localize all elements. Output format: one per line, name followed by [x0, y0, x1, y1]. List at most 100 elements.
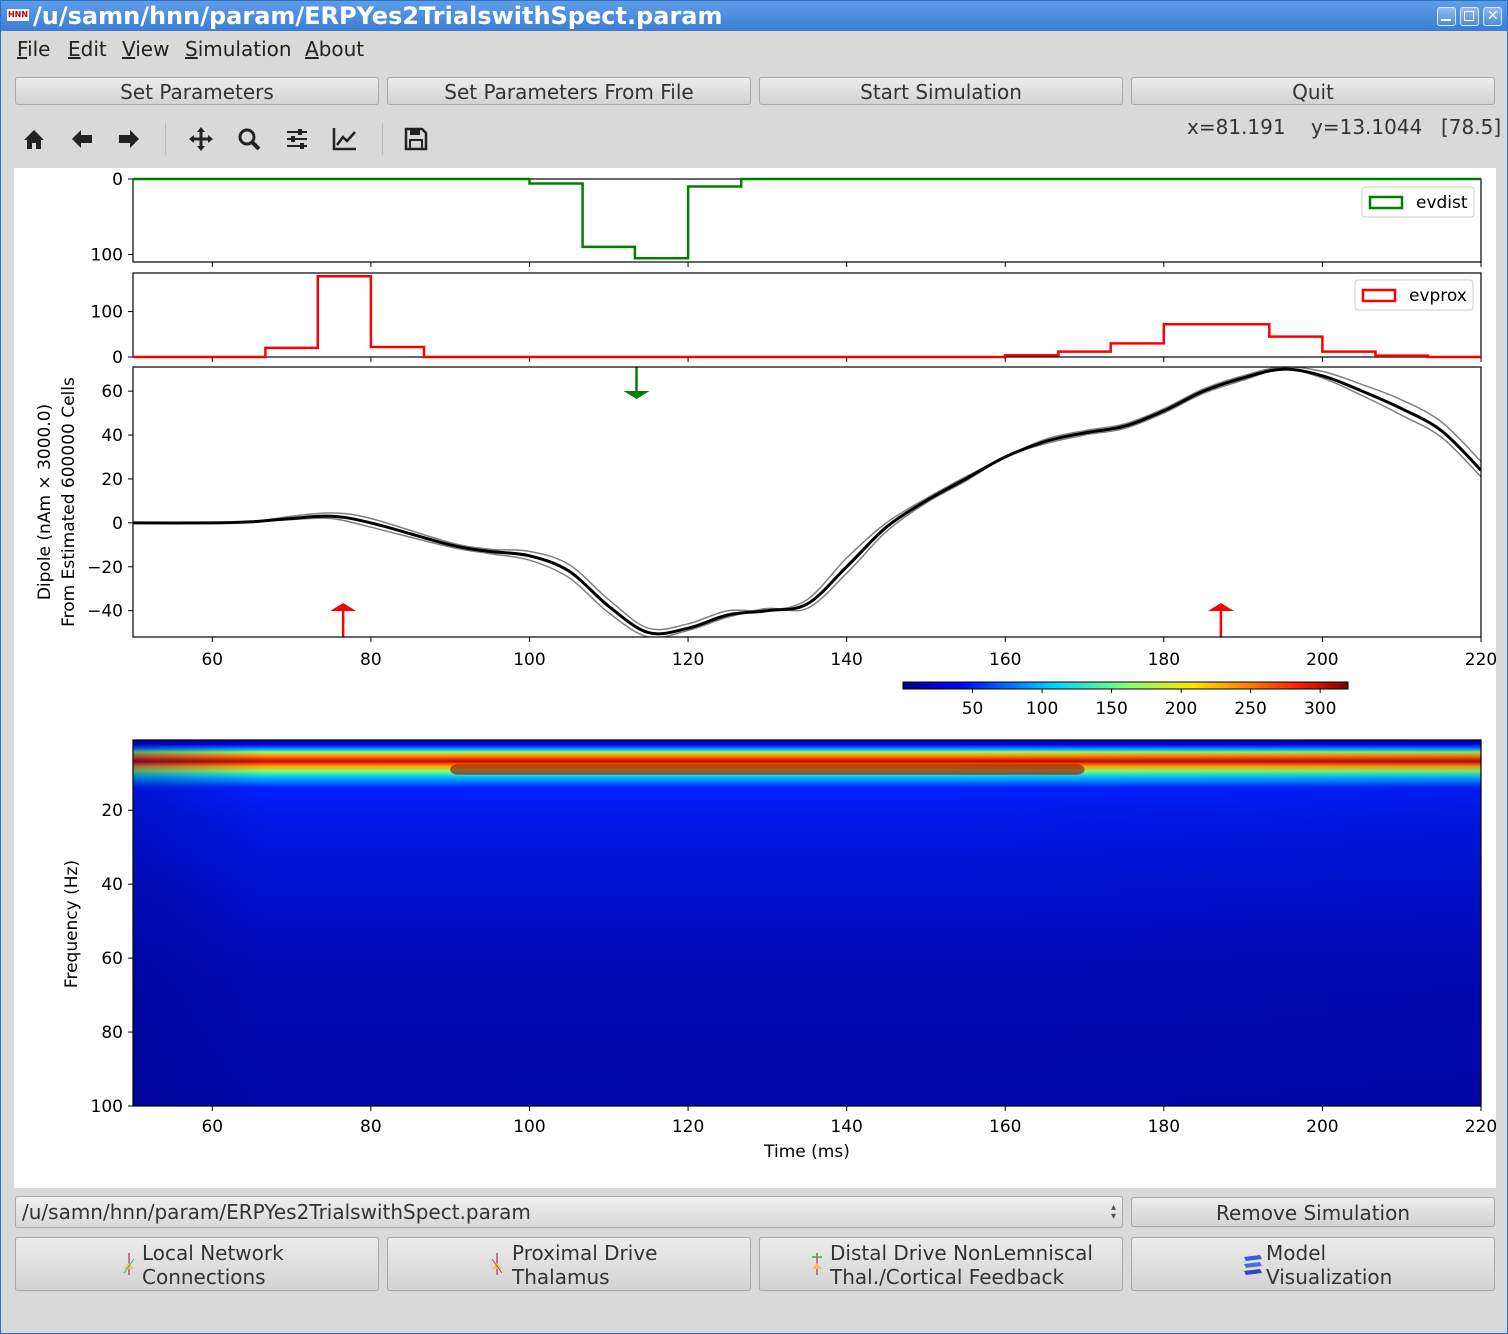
close-button[interactable]: ✕: [1483, 7, 1502, 26]
dipole-ylabel-line1: Dipole (nAm × 3000.0): [35, 404, 55, 600]
spectrogram-frame: [132, 739, 1482, 1107]
dipole-xtick-label: 60: [201, 650, 223, 670]
evprox-legend-swatch: [1361, 288, 1397, 303]
set-parameters-button[interactable]: Set Parameters: [15, 77, 379, 105]
spectrogram-ytick-label: 20: [101, 801, 123, 821]
menu-view[interactable]: View: [122, 37, 170, 61]
spectrogram-xtick-label: 80: [360, 1117, 382, 1137]
spectrogram-axes[interactable]: 20 40 60 80 100 60 80 100 120 140 160 180 200 220 Time…: [62, 739, 1497, 1162]
evdist-series-line: [133, 177, 1481, 260]
evprox-frame: [132, 272, 1482, 358]
hnn-app-icon: HNN: [7, 9, 29, 21]
evdist-legend-label: evdist: [1416, 193, 1468, 213]
back-arrow-icon[interactable]: [67, 124, 97, 154]
colorbar-gradient: [902, 681, 1349, 690]
window-title: /u/samn/hnn/param/ERPYes2TrialswithSpect…: [33, 2, 723, 30]
spectrogram-xtick-label: 100: [513, 1117, 545, 1137]
evdist-ytick-label: 100: [91, 245, 123, 265]
remove-simulation-button[interactable]: Remove Simulation: [1131, 1197, 1495, 1227]
forward-arrow-icon[interactable]: [114, 124, 144, 154]
spectrogram-ylabel: Frequency (Hz): [62, 860, 82, 988]
dipole-frame: [132, 366, 1482, 638]
maximize-button[interactable]: [1460, 7, 1479, 26]
proximal-drive-label-2: Thalamus: [512, 1265, 610, 1289]
set-parameters-from-file-button[interactable]: Set Parameters From File: [387, 77, 751, 105]
figure-canvas[interactable]: 0 100 evdist 0 100 evprox 60 40 20 0 −20 −40 60 80 1…: [14, 168, 1497, 1188]
spectrogram-xtick-label: 180: [1148, 1117, 1180, 1137]
colorbar-tick-label: 50: [962, 699, 984, 719]
local-network-label-2: Connections: [142, 1265, 266, 1289]
dipole-xtick-label: 180: [1148, 650, 1180, 670]
evdist-ytick-label: 0: [112, 170, 123, 190]
distal-drive-icon: [812, 1253, 822, 1275]
spectrogram-peak-band: [450, 764, 1085, 775]
subplots-config-icon[interactable]: [282, 124, 312, 154]
colorbar-tick-label: 100: [1026, 699, 1058, 719]
proximal-drive-button[interactable]: Proximal Drive Thalamus: [387, 1237, 751, 1291]
spectrogram-ytick-label: 100: [91, 1097, 123, 1117]
start-simulation-button[interactable]: Start Simulation: [759, 77, 1123, 105]
evdist-axes[interactable]: 0 100 evdist: [91, 170, 1482, 267]
dipole-ylabel-line2: From Estimated 600000 Cells: [59, 377, 79, 627]
dipole-bg: [133, 367, 1481, 637]
evprox-axes[interactable]: 0 100 evprox: [91, 272, 1482, 368]
evprox-legend-label: evprox: [1409, 286, 1467, 306]
dipole-ytick-label: 0: [112, 514, 123, 534]
network-cell-icon: [123, 1253, 135, 1275]
chevron-updown-icon: ▴ ▾: [1110, 1202, 1116, 1222]
menu-edit[interactable]: Edit: [68, 37, 107, 61]
evprox-ytick-label: 0: [112, 348, 123, 368]
menu-file[interactable]: File: [17, 37, 51, 61]
distal-input-arrow-head: [623, 391, 650, 399]
distal-drive-button[interactable]: Distal Drive NonLemniscal Thal./Cortical…: [759, 1237, 1123, 1291]
colorbar: 50 100 150 200 250 300: [902, 681, 1349, 719]
minimize-button[interactable]: [1437, 7, 1456, 26]
dipole-average-trace: [133, 367, 1481, 636]
save-icon[interactable]: [401, 124, 431, 154]
dipole-ytick-label: −20: [87, 558, 123, 578]
proximal-drive-icon: [491, 1253, 503, 1275]
distal-drive-label-1: Distal Drive NonLemniscal: [830, 1241, 1093, 1265]
dipole-xtick-label: 220: [1465, 650, 1496, 670]
spectrogram-xtick-label: 160: [989, 1117, 1021, 1137]
colorbar-tick-label: 300: [1304, 699, 1336, 719]
dipole-trial-trace: [133, 367, 1481, 631]
dipole-xtick-label: 100: [513, 650, 545, 670]
simulation-selector-value: /u/samn/hnn/param/ERPYes2TrialswithSpect…: [22, 1200, 531, 1224]
proximal-input-arrow-head: [330, 603, 357, 611]
evprox-ytick-label: 100: [91, 303, 123, 323]
dipole-xtick-label: 140: [830, 650, 862, 670]
title-bar: HNN /u/samn/hnn/param/ERPYes2TrialswithS…: [1, 1, 1507, 31]
home-icon[interactable]: [19, 124, 49, 154]
evdist-legend-swatch: [1368, 195, 1404, 210]
spectrogram-xtick-label: 200: [1306, 1117, 1338, 1137]
model-visualization-button[interactable]: Model Visualization: [1131, 1237, 1495, 1291]
spectrogram-xtick-label: 140: [830, 1117, 862, 1137]
model-visualization-label-1: Model: [1266, 1241, 1327, 1265]
distal-drive-label-2: Thal./Cortical Feedback: [830, 1265, 1065, 1289]
model-layers-icon: [1244, 1255, 1262, 1275]
evdist-frame: [132, 178, 1482, 263]
dipole-ytick-label: 40: [101, 426, 123, 446]
local-network-label-1: Local Network: [142, 1241, 284, 1265]
dipole-xtick-label: 160: [989, 650, 1021, 670]
axes-edit-icon[interactable]: [330, 124, 360, 154]
zoom-icon[interactable]: [234, 124, 264, 154]
local-network-connections-button[interactable]: Local Network Connections: [15, 1237, 379, 1291]
spectrogram-ytick-label: 60: [101, 949, 123, 969]
menu-about[interactable]: About: [305, 37, 365, 61]
cursor-x-readout: x=81.191: [1187, 115, 1286, 139]
dipole-xtick-label: 120: [672, 650, 704, 670]
simulation-selector[interactable]: /u/samn/hnn/param/ERPYes2TrialswithSpect…: [15, 1196, 1123, 1228]
quit-button[interactable]: Quit: [1131, 77, 1495, 105]
evdist-legend: [1361, 186, 1475, 218]
menu-simulation[interactable]: Simulation: [185, 37, 292, 61]
proximal-input-arrow-head: [1207, 603, 1234, 611]
pan-icon[interactable]: [186, 124, 216, 154]
cursor-value-readout: [78.5]: [1441, 115, 1502, 139]
dipole-xtick-label: 80: [360, 650, 382, 670]
dipole-traces: [133, 367, 1481, 637]
